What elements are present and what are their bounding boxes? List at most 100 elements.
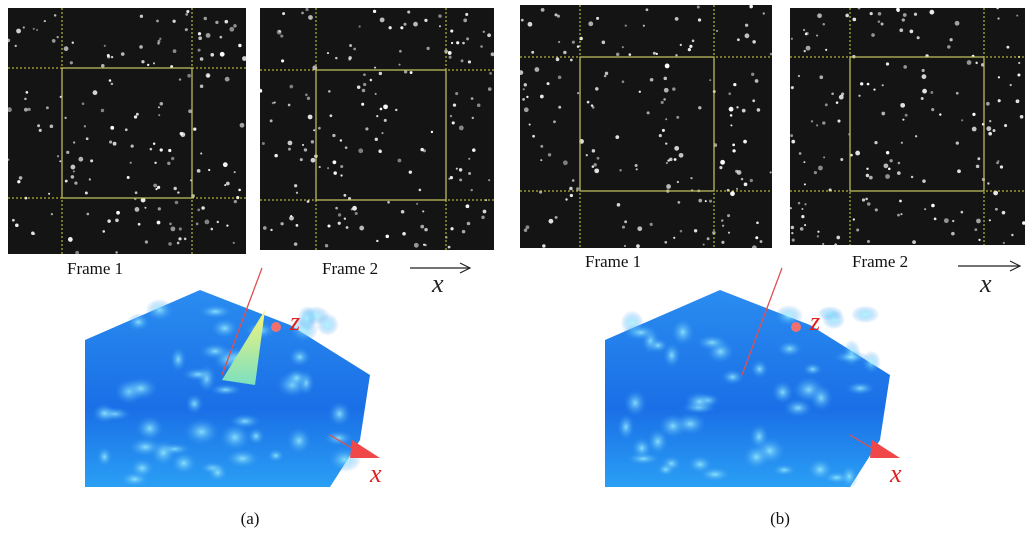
particle — [736, 106, 738, 108]
particle — [921, 97, 924, 100]
particle — [760, 240, 763, 243]
particle — [84, 125, 86, 127]
particle — [180, 132, 185, 137]
particle — [399, 64, 401, 66]
particle — [234, 200, 237, 203]
particle — [319, 166, 321, 168]
particle — [823, 23, 825, 25]
particle — [308, 15, 313, 20]
particle — [224, 184, 226, 186]
particle — [592, 106, 595, 109]
frame-label: Frame 2 — [322, 259, 378, 278]
particle — [422, 210, 424, 212]
particle — [289, 85, 293, 89]
particle — [956, 92, 959, 95]
particle — [376, 240, 378, 242]
particle — [160, 148, 163, 151]
particle — [311, 158, 316, 163]
x-axis-label: x — [889, 459, 902, 488]
particle — [518, 70, 523, 75]
particle — [558, 76, 562, 80]
particle — [800, 227, 804, 231]
particle — [107, 219, 110, 222]
particle — [903, 65, 907, 69]
particle — [104, 45, 106, 47]
particle — [752, 99, 755, 102]
particle — [722, 225, 724, 227]
particle — [44, 20, 46, 22]
particle — [862, 198, 865, 201]
surface-bump — [130, 458, 155, 478]
particle — [852, 18, 856, 22]
z-axis-label: z — [809, 307, 820, 336]
particle — [158, 114, 160, 116]
surface-bump — [207, 463, 228, 482]
surface-bump — [772, 464, 797, 476]
particle — [373, 10, 376, 13]
particle — [359, 25, 361, 27]
particle — [989, 219, 991, 221]
particle — [570, 59, 573, 62]
particle — [617, 203, 621, 207]
particle — [709, 200, 712, 203]
particle — [205, 219, 210, 224]
particle — [577, 45, 580, 48]
particle — [466, 204, 470, 208]
particle — [755, 79, 759, 83]
particle — [289, 216, 294, 221]
particle — [6, 39, 10, 43]
particle — [65, 180, 68, 183]
particle — [327, 224, 330, 227]
particle — [380, 108, 383, 111]
particle — [74, 182, 77, 185]
particle — [459, 168, 462, 171]
particle — [817, 13, 822, 18]
particle — [524, 229, 527, 232]
particle — [450, 29, 453, 32]
particle — [424, 228, 428, 232]
particle — [597, 157, 600, 160]
particle — [594, 168, 599, 173]
particle — [903, 13, 907, 17]
particle — [274, 154, 278, 158]
particle — [200, 57, 204, 61]
particle — [889, 159, 892, 162]
particle — [636, 244, 640, 248]
particle — [674, 158, 677, 161]
frame-label: Frame 2 — [852, 252, 908, 271]
particle — [109, 79, 112, 82]
particle — [664, 241, 667, 244]
particle — [59, 160, 61, 162]
surface-bump — [699, 467, 732, 482]
particle — [28, 108, 31, 111]
particle — [662, 129, 665, 132]
particle — [922, 74, 927, 79]
particle — [558, 41, 560, 43]
particle — [998, 18, 1000, 20]
particle — [136, 113, 139, 116]
particle — [101, 64, 105, 68]
particle — [588, 21, 593, 26]
particle — [811, 120, 813, 122]
particle — [362, 89, 366, 93]
particle — [472, 117, 474, 119]
particle — [547, 82, 550, 85]
particle — [463, 19, 467, 23]
particle — [541, 8, 545, 12]
particle — [86, 137, 89, 140]
surface-bump — [617, 414, 634, 440]
particle — [745, 24, 748, 27]
particle — [472, 148, 476, 152]
z-axis-marker — [791, 322, 801, 332]
particle — [931, 108, 934, 111]
particle — [675, 54, 677, 56]
particle — [1016, 15, 1018, 17]
particle — [728, 92, 731, 95]
particle — [677, 201, 680, 204]
surface-bump — [663, 343, 681, 369]
particle — [107, 55, 110, 58]
particle — [365, 127, 368, 130]
particle — [930, 91, 933, 94]
particle — [400, 26, 403, 29]
particle — [204, 17, 207, 20]
